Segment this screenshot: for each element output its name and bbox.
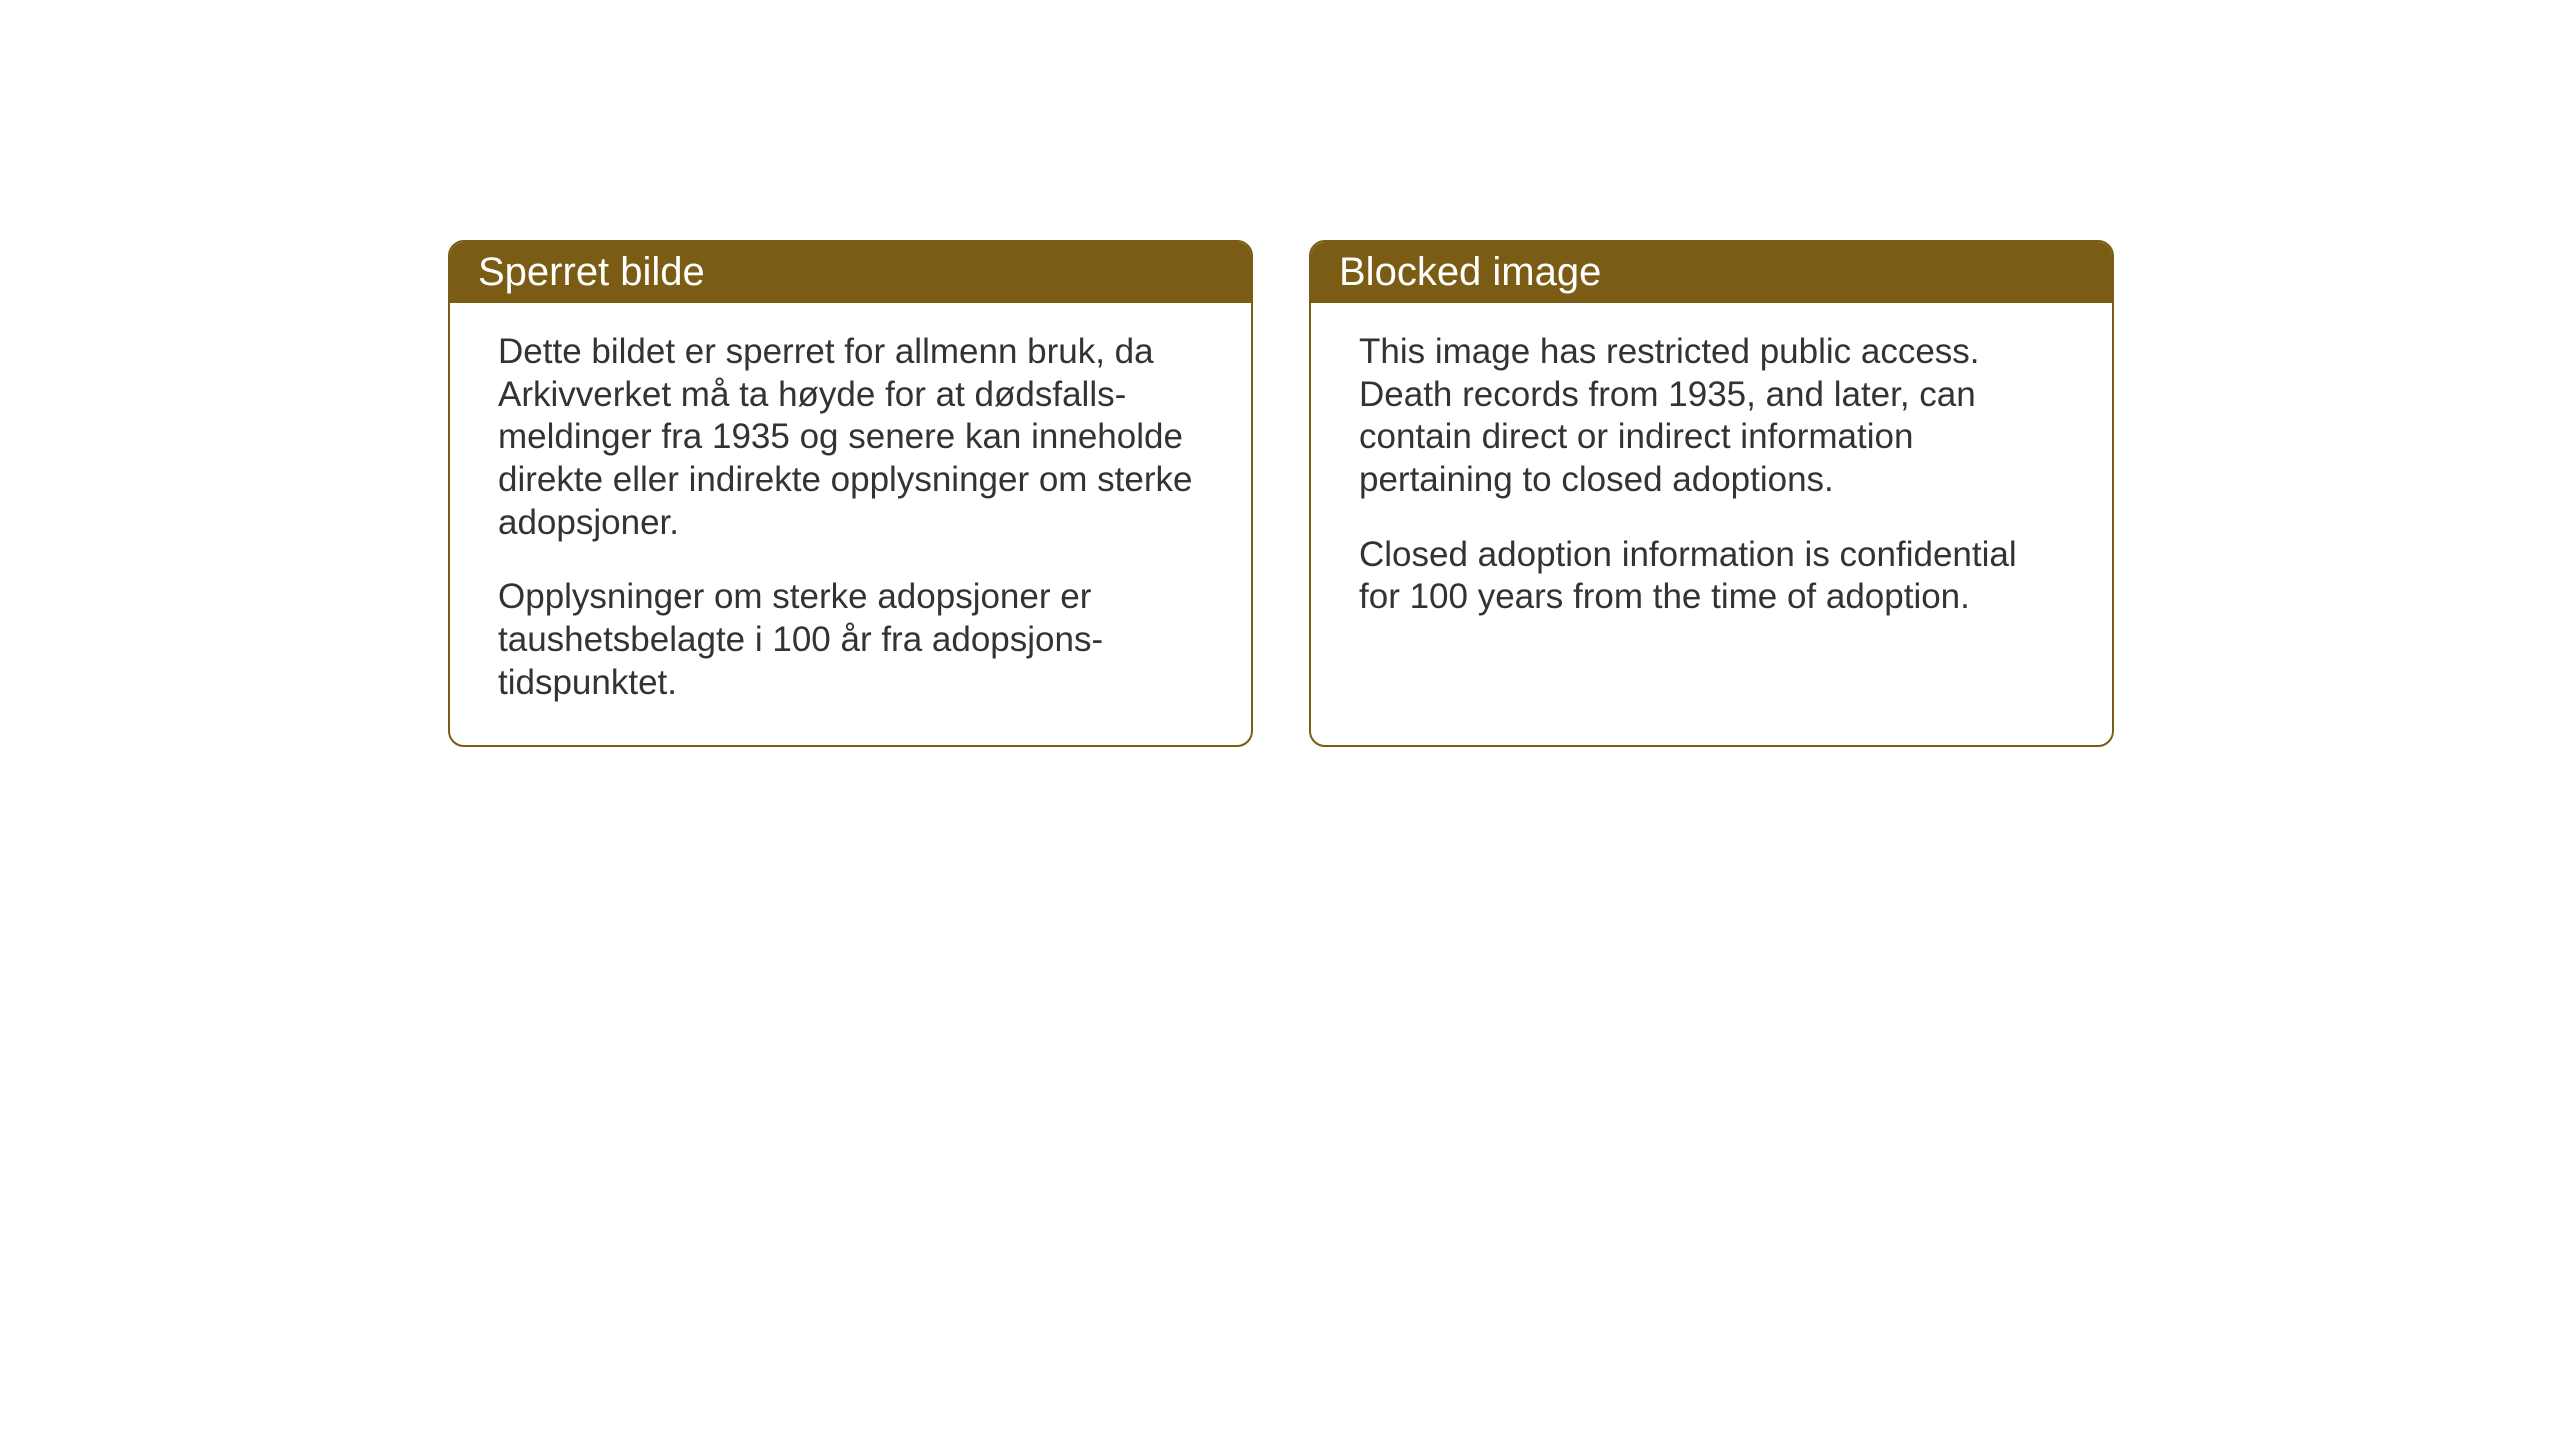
english-paragraph-2: Closed adoption information is confident… xyxy=(1359,534,2064,619)
norwegian-card-title: Sperret bilde xyxy=(450,242,1251,303)
norwegian-paragraph-1: Dette bildet er sperret for allmenn bruk… xyxy=(498,331,1203,544)
notice-container: Sperret bilde Dette bildet er sperret fo… xyxy=(448,240,2114,747)
english-card-body: This image has restricted public access.… xyxy=(1311,303,2112,659)
english-notice-card: Blocked image This image has restricted … xyxy=(1309,240,2114,747)
norwegian-card-body: Dette bildet er sperret for allmenn bruk… xyxy=(450,303,1251,745)
english-card-title: Blocked image xyxy=(1311,242,2112,303)
english-paragraph-1: This image has restricted public access.… xyxy=(1359,331,2064,502)
norwegian-notice-card: Sperret bilde Dette bildet er sperret fo… xyxy=(448,240,1253,747)
norwegian-paragraph-2: Opplysninger om sterke adopsjoner er tau… xyxy=(498,576,1203,704)
